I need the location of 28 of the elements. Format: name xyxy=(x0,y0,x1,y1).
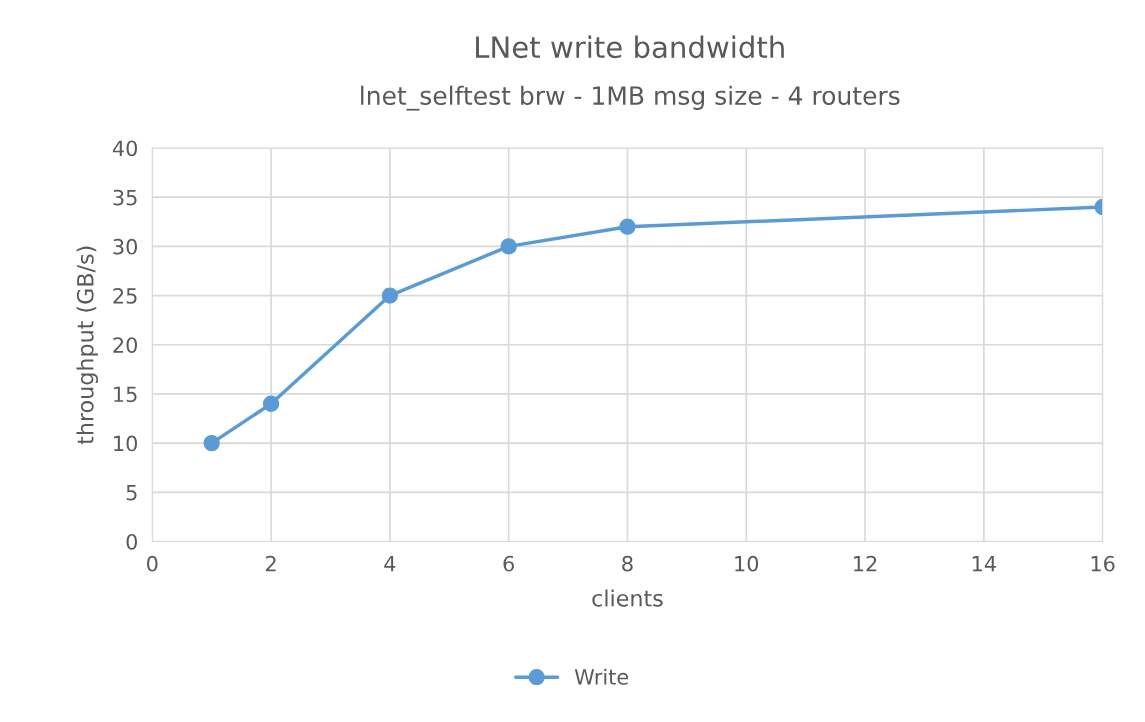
x-axis-title: clients xyxy=(592,589,663,607)
legend-label: Write xyxy=(574,668,629,685)
x-tick-label: 6 xyxy=(503,555,514,572)
y-tick-label: 10 xyxy=(114,435,138,452)
point xyxy=(381,287,399,304)
x-tick-label: 2 xyxy=(265,555,276,572)
x-tick-label: 4 xyxy=(384,556,396,572)
x-tick-label: 0 xyxy=(147,555,158,572)
x-tick-label: 8 xyxy=(622,555,633,572)
point xyxy=(500,238,517,255)
x-tick-label: 12 xyxy=(854,555,877,572)
y-tick-label: 5 xyxy=(126,485,137,501)
point xyxy=(619,218,636,235)
x-tick-label: 14 xyxy=(972,556,996,572)
x-tick-label: 10 xyxy=(735,555,759,572)
y-tick-label: 15 xyxy=(114,386,137,403)
chart-subtitle: lnet_selftest brw - 1MB msg size - 4 routers xyxy=(361,85,900,111)
y-tick-label: 40 xyxy=(112,140,138,157)
point xyxy=(203,434,220,452)
y-tick-label: 25 xyxy=(113,288,137,304)
y-axis-title: throughput (GB/s) xyxy=(76,246,98,445)
y-tick-label: 30 xyxy=(113,238,138,255)
y-tick-label: 0 xyxy=(126,533,138,550)
point xyxy=(262,395,280,412)
y-tick-label: 20 xyxy=(113,337,138,353)
x-tick-label: 16 xyxy=(1091,555,1115,572)
chart-title: LNet write bandwidth xyxy=(476,35,784,59)
y-tick-label: 35 xyxy=(113,189,137,206)
